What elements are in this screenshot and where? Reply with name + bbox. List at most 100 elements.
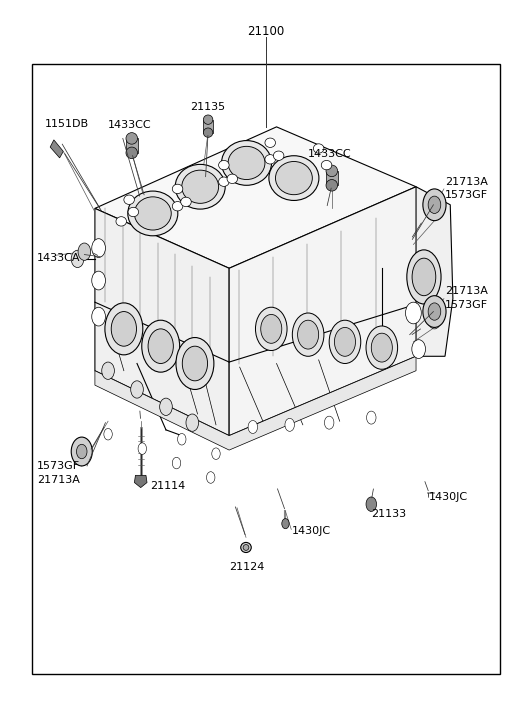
Circle shape — [282, 518, 289, 529]
Polygon shape — [382, 187, 453, 356]
Text: 21124: 21124 — [229, 562, 264, 572]
Circle shape — [423, 296, 446, 327]
Circle shape — [405, 302, 421, 324]
Ellipse shape — [126, 147, 138, 158]
Circle shape — [92, 308, 105, 326]
Text: 21135: 21135 — [190, 103, 225, 113]
Circle shape — [212, 448, 220, 459]
Ellipse shape — [128, 207, 139, 217]
Circle shape — [366, 497, 377, 511]
Ellipse shape — [219, 161, 229, 170]
Ellipse shape — [412, 258, 436, 296]
Ellipse shape — [265, 155, 276, 164]
Circle shape — [428, 196, 441, 214]
Ellipse shape — [219, 177, 229, 186]
Circle shape — [104, 428, 112, 440]
Ellipse shape — [172, 184, 183, 193]
Text: 21114: 21114 — [150, 481, 186, 491]
Circle shape — [102, 362, 114, 379]
Text: 21133: 21133 — [371, 509, 406, 518]
Ellipse shape — [175, 164, 225, 209]
Circle shape — [412, 340, 426, 358]
Text: 1433CC: 1433CC — [308, 149, 352, 159]
Ellipse shape — [124, 195, 135, 204]
Circle shape — [138, 443, 146, 454]
Ellipse shape — [366, 326, 397, 369]
Ellipse shape — [182, 346, 207, 381]
Ellipse shape — [269, 156, 319, 201]
Polygon shape — [326, 171, 338, 185]
Ellipse shape — [326, 165, 338, 177]
Text: 21713A: 21713A — [445, 286, 488, 297]
Text: 1433CC: 1433CC — [108, 121, 152, 130]
Ellipse shape — [255, 308, 287, 350]
Ellipse shape — [116, 217, 127, 226]
Ellipse shape — [135, 197, 171, 230]
Ellipse shape — [128, 191, 178, 236]
Polygon shape — [126, 138, 138, 153]
Polygon shape — [50, 140, 63, 158]
Ellipse shape — [407, 250, 441, 304]
Text: 1573GF: 1573GF — [445, 190, 488, 201]
Ellipse shape — [182, 170, 219, 204]
Circle shape — [92, 238, 105, 257]
Circle shape — [428, 303, 441, 320]
Circle shape — [285, 418, 294, 431]
Polygon shape — [229, 187, 416, 435]
Circle shape — [248, 420, 257, 433]
Ellipse shape — [261, 315, 282, 343]
Ellipse shape — [221, 140, 271, 185]
Circle shape — [423, 189, 446, 221]
Ellipse shape — [329, 320, 361, 364]
Text: 21100: 21100 — [247, 25, 285, 38]
Text: 21713A: 21713A — [37, 475, 80, 485]
Ellipse shape — [228, 146, 265, 180]
Ellipse shape — [265, 138, 276, 148]
Circle shape — [160, 398, 172, 415]
Text: 21713A: 21713A — [445, 177, 488, 187]
Ellipse shape — [326, 180, 338, 191]
Ellipse shape — [176, 337, 214, 390]
Circle shape — [71, 250, 84, 268]
Ellipse shape — [321, 161, 332, 170]
Ellipse shape — [313, 144, 324, 153]
Circle shape — [78, 243, 90, 260]
Ellipse shape — [203, 128, 213, 137]
Text: 1430JC: 1430JC — [429, 492, 468, 502]
Ellipse shape — [172, 201, 183, 211]
Polygon shape — [135, 475, 147, 488]
Text: 1430JC: 1430JC — [292, 526, 331, 536]
Polygon shape — [95, 356, 416, 450]
Ellipse shape — [292, 313, 324, 356]
Ellipse shape — [243, 545, 249, 550]
Ellipse shape — [105, 303, 143, 355]
Ellipse shape — [203, 115, 213, 124]
Circle shape — [131, 381, 143, 398]
Ellipse shape — [241, 542, 251, 553]
Ellipse shape — [142, 320, 180, 372]
Ellipse shape — [371, 333, 392, 362]
Circle shape — [206, 472, 215, 483]
Ellipse shape — [148, 329, 173, 364]
Text: 1573GF: 1573GF — [37, 461, 80, 471]
Circle shape — [367, 411, 376, 424]
Ellipse shape — [297, 320, 319, 349]
Text: 1573GF: 1573GF — [445, 300, 488, 310]
Circle shape — [186, 414, 198, 431]
Circle shape — [77, 444, 87, 459]
Circle shape — [172, 457, 181, 469]
Text: 1433CA: 1433CA — [37, 253, 80, 263]
Text: 1151DB: 1151DB — [45, 119, 89, 129]
Circle shape — [428, 312, 441, 329]
Ellipse shape — [181, 197, 191, 206]
Ellipse shape — [276, 161, 312, 195]
Circle shape — [92, 271, 105, 290]
Ellipse shape — [273, 151, 284, 161]
Polygon shape — [203, 120, 213, 132]
Ellipse shape — [111, 312, 137, 346]
Polygon shape — [95, 209, 229, 435]
Circle shape — [325, 416, 334, 429]
Bar — [32, 64, 500, 674]
Circle shape — [178, 433, 186, 445]
Ellipse shape — [126, 132, 138, 144]
